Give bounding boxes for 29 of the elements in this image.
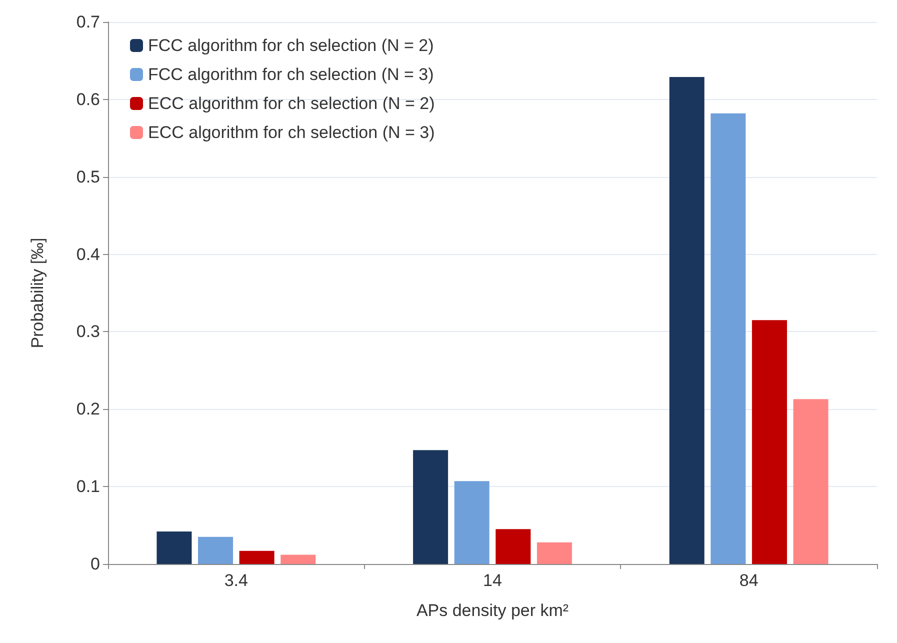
x-tick-label: 14	[483, 571, 502, 590]
x-axis-title: APs density per km²	[416, 601, 569, 620]
legend-label: ECC algorithm for ch selection (N = 2)	[148, 94, 435, 113]
bar	[198, 536, 234, 564]
legend-label: FCC algorithm for ch selection (N = 2)	[148, 36, 434, 55]
y-tick-label: 0.6	[76, 90, 100, 109]
y-tick-label: 0.2	[76, 400, 100, 419]
bar	[669, 76, 704, 564]
x-tick-label: 84	[739, 571, 758, 590]
y-tick-label: 0	[90, 554, 100, 574]
y-tick-label: 0.3	[76, 322, 100, 342]
bar	[280, 554, 316, 564]
y-axis-title: Probability [‰]	[28, 238, 47, 348]
y-tick-label: 0.7	[76, 12, 100, 32]
bar	[793, 399, 828, 564]
y-tick-label: 0.5	[76, 167, 100, 186]
bar	[454, 481, 490, 564]
bar	[496, 529, 531, 564]
bar	[536, 542, 572, 564]
legend-label: FCC algorithm for ch selection (N = 3)	[148, 65, 434, 84]
bar	[710, 113, 746, 564]
x-tick-label: 3.4	[224, 571, 248, 590]
bar	[413, 450, 448, 564]
legend-label: ECC algorithm for ch selection (N = 3)	[148, 123, 435, 142]
bar	[752, 320, 787, 564]
bar	[156, 531, 192, 564]
y-tick-label: 0.1	[76, 477, 100, 496]
bar	[239, 550, 274, 564]
y-tick-label: 0.4	[76, 244, 100, 264]
